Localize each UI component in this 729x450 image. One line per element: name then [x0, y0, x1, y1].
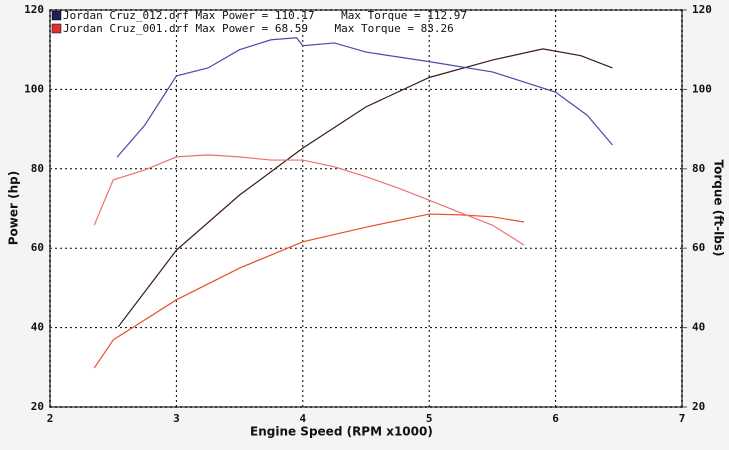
- legend-label: Jordan Cruz_012.drf Max Power = 110.17 M…: [63, 9, 467, 22]
- y-tick-label: 100: [24, 82, 44, 95]
- y2-tick-label: 20: [692, 400, 705, 413]
- line-series: [117, 48, 613, 328]
- y2-tick-label: 40: [692, 321, 705, 334]
- x-tick-label: 4: [299, 412, 306, 425]
- x-tick-label: 6: [552, 412, 559, 425]
- y-tick-label: 120: [24, 3, 44, 16]
- y2-tick-label: 100: [692, 82, 712, 95]
- y2-axis-label: Torque (ft-lbs): [712, 160, 726, 257]
- x-tick-label: 3: [173, 412, 180, 425]
- line-series: [93, 154, 525, 246]
- x-tick-label: 5: [426, 412, 433, 425]
- y-axis-label: Power (hp): [7, 171, 21, 245]
- y-tick-label: 80: [31, 162, 44, 175]
- x-tick-label: 2: [47, 412, 54, 425]
- legend-swatch: [51, 23, 62, 34]
- y-tick-label: 40: [31, 321, 44, 334]
- plot-area: [49, 9, 683, 408]
- y2-tick-label: 120: [692, 3, 712, 16]
- x-tick-label: 7: [679, 412, 686, 425]
- y-tick-label: 60: [31, 241, 44, 254]
- legend-swatch: [51, 10, 62, 21]
- line-series: [93, 213, 525, 369]
- y-tick-label: 20: [31, 400, 44, 413]
- x-axis-label: Engine Speed (RPM x1000): [250, 425, 433, 439]
- legend-label: Jordan Cruz_001.drf Max Power = 68.59 Ma…: [63, 22, 454, 35]
- y2-tick-label: 80: [692, 162, 705, 175]
- y2-tick-label: 60: [692, 241, 705, 254]
- line-series: [116, 37, 613, 158]
